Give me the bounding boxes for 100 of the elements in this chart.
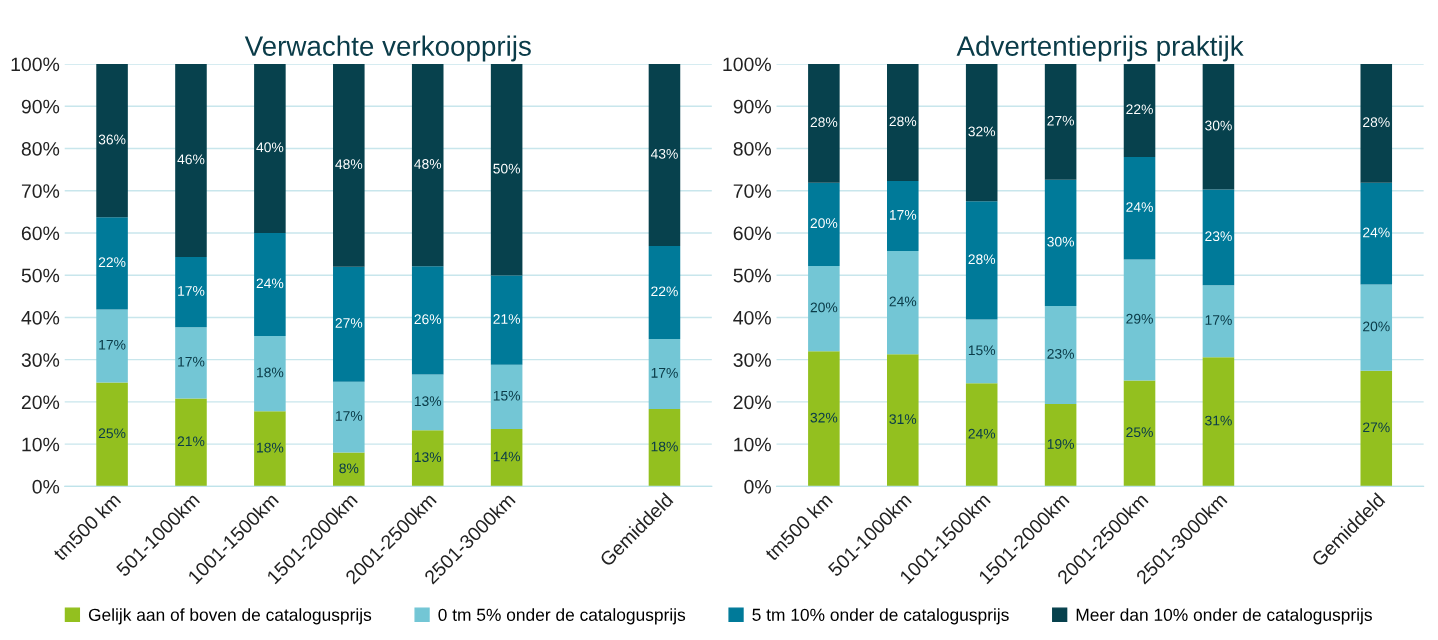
data-label: 15% [493, 390, 521, 401]
bar [648, 246, 681, 339]
bar [96, 217, 128, 310]
bar [1044, 404, 1077, 487]
chart-title: Advertentieprijs praktijk [956, 35, 1244, 62]
data-label: 20% [1363, 321, 1390, 332]
bar [1360, 182, 1393, 285]
data-label: 32% [810, 412, 838, 423]
y-tick-label: 10% [734, 437, 771, 452]
data-label: 28% [1363, 117, 1390, 128]
data-label: 24% [256, 278, 284, 289]
bar [1360, 284, 1393, 371]
bar [490, 364, 523, 429]
bar [1123, 64, 1156, 157]
bar [965, 64, 998, 202]
data-label: 27% [1363, 422, 1390, 433]
bar [1044, 306, 1077, 405]
bar [648, 409, 681, 487]
data-label: 17% [99, 339, 126, 350]
bar [1202, 357, 1235, 487]
bar [887, 251, 919, 355]
y-tick-label: 90% [733, 99, 771, 114]
data-label: 25% [1126, 427, 1153, 438]
bar [808, 182, 840, 266]
data-label: 27% [335, 318, 363, 328]
bar [808, 64, 840, 183]
data-label: 17% [651, 368, 678, 378]
data-label: 18% [257, 367, 284, 378]
data-label: 40% [256, 142, 284, 153]
bar [887, 354, 919, 487]
bar [96, 309, 128, 383]
data-label: 15% [968, 345, 996, 356]
y-tick-label: 100% [723, 57, 771, 72]
bar [333, 64, 365, 267]
data-label: 48% [335, 159, 363, 170]
data-label: 20% [810, 218, 838, 229]
data-label: 21% [177, 436, 205, 447]
data-label: 18% [651, 441, 678, 452]
y-tick-label: 40% [21, 310, 60, 325]
bar [175, 257, 207, 328]
y-tick-label: 20% [21, 395, 60, 410]
data-label: 22% [651, 286, 678, 297]
data-label: 22% [1126, 104, 1153, 115]
data-label: 32% [968, 126, 996, 137]
data-label: 13% [414, 452, 442, 463]
bar [648, 64, 681, 247]
y-tick-label: 0% [32, 479, 60, 494]
data-label: 46% [177, 154, 205, 165]
data-label: 19% [1047, 439, 1075, 449]
data-label: 17% [178, 286, 205, 296]
data-label: 31% [1205, 415, 1232, 426]
bar [1202, 189, 1235, 286]
data-label: 13% [414, 396, 442, 407]
bar [808, 351, 840, 487]
legend-label: 0 tm 5% onder de catalogusprijs [438, 608, 686, 625]
data-label: 23% [1205, 231, 1232, 242]
data-label: 17% [1205, 315, 1232, 325]
legend-label: Meer dan 10% onder de catalogusprijs [1076, 608, 1372, 625]
bar [96, 64, 128, 218]
data-label: 24% [1126, 202, 1153, 212]
y-tick-label: 60% [733, 226, 771, 241]
data-label: 25% [98, 428, 126, 439]
data-label: 48% [414, 159, 442, 169]
y-tick-label: 0% [744, 479, 771, 494]
data-label: 26% [414, 314, 442, 325]
data-label: 30% [1205, 120, 1232, 131]
bar [1044, 179, 1077, 307]
y-tick-label: 50% [733, 268, 771, 283]
data-label: 28% [810, 117, 838, 128]
bar [887, 181, 919, 252]
data-label: 31% [889, 414, 917, 425]
data-label: 20% [810, 302, 838, 313]
data-label: 43% [650, 148, 678, 159]
y-tick-label: 40% [733, 310, 771, 325]
bar [808, 265, 840, 352]
bar [254, 232, 286, 337]
data-label: 24% [968, 428, 996, 439]
data-label: 24% [889, 296, 917, 307]
bar [490, 428, 523, 487]
bar [254, 64, 286, 233]
y-tick-label: 80% [733, 141, 771, 156]
bar [411, 266, 444, 375]
bar [1123, 259, 1156, 381]
data-label: 17% [335, 411, 363, 421]
y-tick-label: 80% [21, 141, 60, 156]
y-tick-label: 10% [22, 437, 60, 452]
data-label: 17% [178, 356, 205, 367]
y-tick-label: 20% [733, 395, 771, 410]
bar [411, 64, 444, 267]
y-tick-label: 30% [21, 353, 60, 367]
bar [96, 382, 128, 487]
data-label: 36% [98, 134, 126, 145]
bar [490, 275, 523, 365]
bar [1202, 64, 1235, 190]
legend-label: 5 tm 10% onder de catalogusprijs [752, 608, 1009, 625]
y-tick-label: 70% [733, 184, 771, 198]
bar [1123, 380, 1156, 487]
chart-title: Verwachte verkoopprijs [244, 35, 531, 62]
data-label: 21% [493, 314, 521, 324]
data-label: 50% [493, 163, 521, 174]
